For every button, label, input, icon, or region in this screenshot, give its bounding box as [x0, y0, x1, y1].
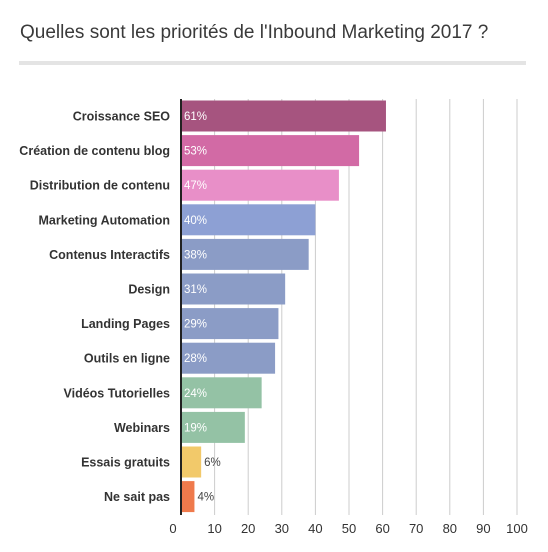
bar: [181, 446, 202, 478]
category-label: Contenus Interactifs: [49, 248, 170, 262]
category-label: Distribution de contenu: [30, 179, 170, 193]
bar: [181, 100, 386, 132]
data-label: 53%: [184, 146, 207, 158]
category-label: Landing Pages: [81, 317, 170, 331]
data-label: 47%: [184, 180, 207, 192]
bar: [181, 342, 276, 374]
data-label: 6%: [204, 457, 221, 469]
category-label: Outils en ligne: [84, 352, 170, 366]
data-label: 19%: [184, 422, 207, 434]
title-divider: [19, 61, 526, 65]
x-tick-label: 90: [476, 521, 490, 536]
category-label: Webinars: [114, 421, 170, 435]
category-label: Marketing Automation: [39, 213, 170, 227]
category-label: Vidéos Tutorielles: [63, 386, 170, 400]
data-label: 29%: [184, 319, 207, 331]
bar: [181, 377, 262, 409]
data-label: 61%: [184, 111, 207, 123]
bar: [181, 135, 360, 167]
bar: [181, 411, 245, 443]
data-label: 38%: [184, 249, 207, 261]
x-tick-label: 10: [207, 521, 221, 536]
x-tick-label: 70: [409, 521, 423, 536]
x-tick-label: 50: [342, 521, 356, 536]
x-tick-label: 30: [275, 521, 289, 536]
category-label: Ne sait pas: [104, 490, 170, 504]
category-label: Création de contenu blog: [19, 144, 170, 158]
bar: [181, 273, 286, 305]
data-label: 40%: [184, 215, 207, 227]
bar: [181, 238, 309, 270]
x-tick-label: 40: [308, 521, 322, 536]
x-tick-label: 0: [169, 521, 176, 536]
bar: [181, 308, 279, 340]
x-tick-label: 60: [375, 521, 389, 536]
bar: [181, 169, 339, 201]
data-label: 24%: [184, 388, 207, 400]
bar: [181, 481, 195, 513]
x-tick-label: 100: [506, 521, 528, 536]
x-tick-label: 20: [241, 521, 255, 536]
bar: [181, 204, 316, 236]
category-label: Croissance SEO: [73, 110, 171, 124]
category-label: Essais gratuits: [81, 456, 170, 470]
data-label: 28%: [184, 353, 207, 365]
data-label: 4%: [197, 492, 214, 504]
data-label: 31%: [184, 284, 207, 296]
category-label: Design: [128, 283, 170, 297]
x-tick-label: 80: [443, 521, 457, 536]
chart-title: Quelles sont les priorités de l'Inbound …: [20, 22, 489, 43]
